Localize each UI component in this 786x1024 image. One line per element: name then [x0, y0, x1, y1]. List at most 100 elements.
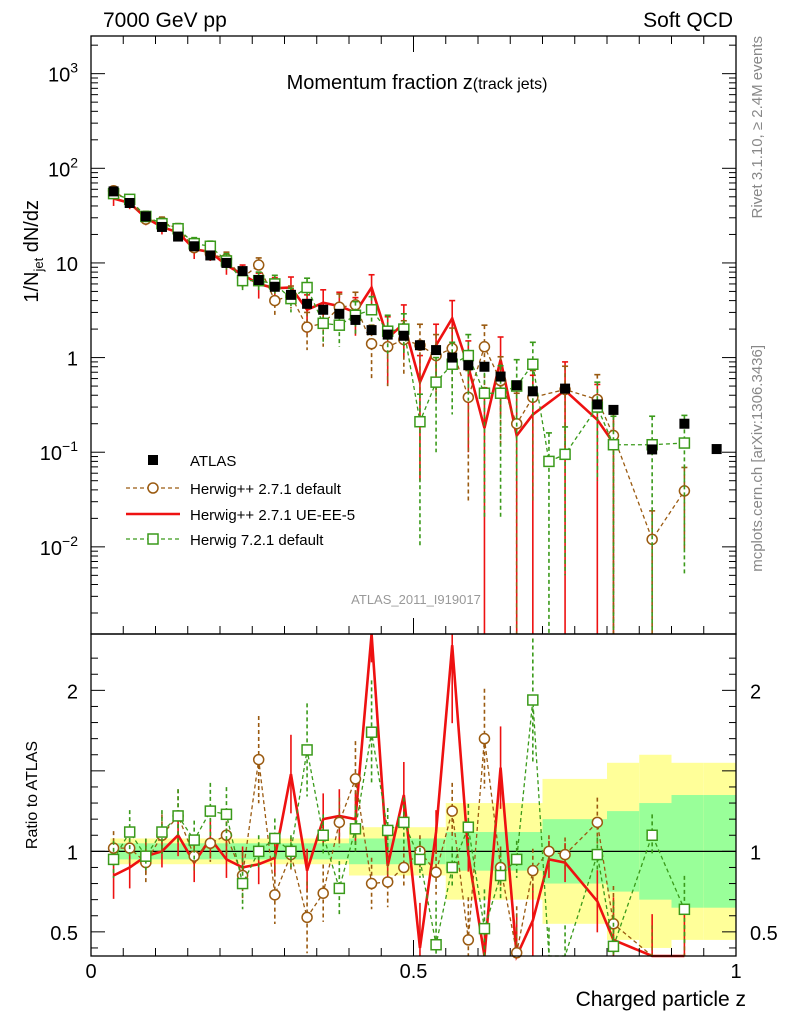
legend: ATLAS Herwig++ 2.7.1 default Herwig++ 2.7.…	[126, 453, 355, 549]
atlas-data-point	[124, 197, 135, 208]
data-point-square	[430, 376, 442, 388]
atlas-data-point	[560, 383, 571, 394]
ratio-point-square	[510, 853, 523, 866]
y-axis-label-ratio: Ratio to ATLAS	[24, 741, 41, 849]
y-tick-exponent: −2	[62, 533, 78, 549]
atlas-data-point	[447, 352, 458, 363]
analysis-watermark: ATLAS_2011_I919017	[351, 592, 481, 607]
data-point-circle	[478, 341, 491, 353]
header-energy: 7000 GeV pp	[103, 9, 227, 32]
ratio-point-circle	[317, 887, 329, 899]
atlas-data-point	[189, 241, 200, 252]
data-point-square	[527, 358, 539, 371]
atlas-data-point	[221, 257, 232, 268]
atlas-data-point	[398, 330, 409, 341]
ratio-point-square	[220, 808, 233, 821]
atlas-data-point	[463, 360, 474, 371]
ratio-point-square	[398, 816, 410, 829]
ratio-point-square	[107, 853, 120, 866]
atlas-data-point	[108, 186, 119, 197]
ratio-point-circle	[446, 805, 458, 817]
ratio-point-circle	[381, 876, 394, 888]
main-panel-frame	[90, 35, 737, 635]
main-panel-content	[107, 184, 722, 634]
atlas-data-point	[269, 281, 280, 292]
mcplots-credit: mcplots.cern.ch [arXiv:1306.3436]	[749, 345, 766, 572]
y-tick-label: 10	[56, 254, 78, 276]
ratio-point-circle	[365, 877, 378, 890]
y-tick-base: 10	[48, 65, 70, 87]
atlas-data-point	[527, 386, 538, 397]
x-tick-label: 0	[85, 961, 96, 983]
ratio-point-circle	[430, 866, 442, 879]
ratio-point-square	[591, 848, 604, 861]
y-tick-label: 10−1	[40, 438, 78, 465]
y-tick-base: 10	[48, 159, 70, 181]
y-tick-exponent: 2	[70, 154, 78, 170]
ratio-point-square	[414, 853, 426, 866]
legend-label: Herwig++ 2.7.1 default	[190, 481, 342, 498]
ratio-point-circle	[269, 889, 281, 901]
ratio-point-circle	[204, 837, 217, 850]
y-tick-base: 1	[67, 349, 78, 371]
atlas-data-point	[302, 298, 313, 309]
ratio-point-square	[349, 823, 362, 835]
data-point-square	[543, 455, 555, 468]
y-tick-label: 103	[48, 60, 78, 87]
series-square-dashed	[107, 187, 691, 634]
ratio-point-square	[494, 869, 507, 882]
ratio-point-square	[430, 938, 442, 951]
ratio-y-tick-label-right: 2	[750, 681, 761, 703]
data-point-square	[365, 304, 378, 316]
ratio-point-circle	[559, 848, 571, 861]
ratio-y-tick-label: 0.5	[50, 923, 78, 945]
ratio-point-square	[285, 845, 297, 858]
y-tick-base: 10	[40, 443, 62, 465]
ratio-point-square	[123, 826, 136, 838]
ratio-point-square	[269, 832, 281, 845]
ratio-point-square	[607, 940, 620, 953]
data-point-square	[317, 317, 329, 330]
y-tick-exponent: 3	[70, 60, 78, 76]
data-point-square	[236, 274, 249, 287]
ratio-point-square	[252, 845, 265, 858]
ratio-panel-content	[107, 633, 691, 962]
data-point-circle	[365, 337, 378, 350]
data-point-circle	[301, 321, 313, 333]
ratio-point-square	[140, 850, 152, 862]
atlas-data-point	[592, 399, 603, 410]
ratio-herwig7	[107, 638, 691, 957]
atlas-data-point	[285, 289, 296, 300]
ratio-point-square	[236, 877, 249, 890]
legend-label: Herwig++ 2.7.1 UE-EE-5	[190, 507, 355, 524]
ratio-point-circle	[398, 861, 410, 874]
data-point-square	[494, 387, 507, 399]
data-point-square	[478, 387, 491, 399]
atlas-data-point	[414, 340, 425, 351]
ratio-point-square	[301, 744, 313, 756]
atlas-data-point	[679, 418, 690, 429]
ratio-point-circle	[333, 816, 346, 829]
ratio-point-square	[204, 805, 217, 817]
ratio-point-circle	[301, 911, 313, 924]
ratio-point-square	[156, 826, 168, 838]
atlas-data-point	[334, 308, 345, 319]
series-line	[113, 193, 685, 463]
data-point-square	[414, 415, 426, 428]
x-axis-label: Charged particle z	[576, 988, 746, 1011]
series-atlas	[108, 186, 722, 455]
atlas-data-point	[647, 444, 658, 455]
x-tick-label: 1	[730, 961, 741, 983]
ratio-point-square	[527, 694, 539, 706]
ratio-point-square	[446, 861, 458, 874]
ratio-point-square	[188, 834, 200, 846]
ratio-point-circle	[510, 947, 523, 959]
atlas-data-point	[431, 345, 442, 356]
atlas-data-point	[140, 211, 151, 222]
data-point-square	[301, 281, 313, 294]
ratio-point-square	[172, 810, 184, 822]
legend-marker-circle	[147, 482, 159, 494]
ratio-point-square	[462, 821, 475, 833]
ratio-point-circle	[462, 934, 475, 946]
atlas-data-point	[511, 380, 522, 391]
